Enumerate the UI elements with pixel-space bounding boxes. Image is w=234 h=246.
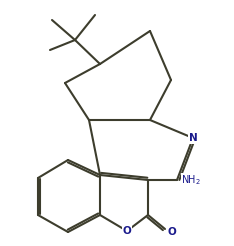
Text: O: O: [167, 227, 176, 237]
Text: NH$_2$: NH$_2$: [181, 173, 201, 187]
Text: N: N: [189, 133, 197, 143]
Text: O: O: [123, 226, 131, 236]
